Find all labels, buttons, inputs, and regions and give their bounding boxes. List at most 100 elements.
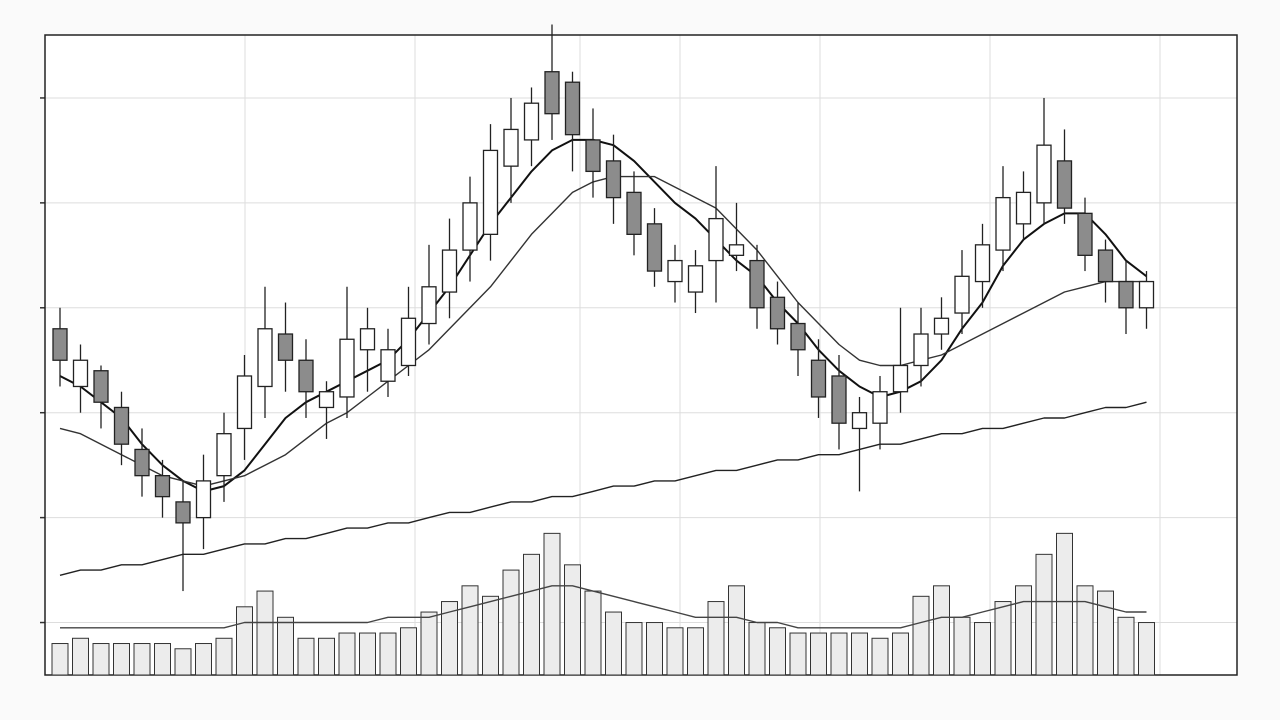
volume-bar <box>789 632 807 676</box>
volume-bar <box>994 601 1012 676</box>
candle-body <box>810 359 827 398</box>
volume-bar <box>113 643 130 676</box>
candle <box>790 302 806 376</box>
candle-body <box>113 406 130 445</box>
candle-body <box>728 244 745 256</box>
volume-bar <box>1076 585 1094 676</box>
candle-body <box>93 370 109 403</box>
candle <box>400 286 417 376</box>
candle <box>380 328 396 397</box>
candle <box>1097 239 1114 303</box>
volume-bar <box>195 643 212 676</box>
candle <box>831 355 847 450</box>
candle <box>195 454 212 550</box>
candle-body <box>954 275 970 314</box>
candle <box>933 297 950 350</box>
candle <box>359 307 376 392</box>
candle <box>93 365 109 429</box>
candle <box>585 108 601 198</box>
volume-bar <box>51 643 69 676</box>
moving-average-line <box>59 401 1147 576</box>
candle-body <box>195 480 212 519</box>
volume-bar <box>277 616 294 676</box>
volume-bar <box>482 595 499 676</box>
volume-bar <box>461 585 479 676</box>
candle <box>626 171 642 256</box>
candle <box>851 396 868 492</box>
candle <box>544 24 560 140</box>
candle <box>749 244 765 329</box>
volume-bar <box>810 632 827 676</box>
candle-body <box>236 375 253 430</box>
candle <box>1056 129 1073 224</box>
candle <box>1138 271 1155 329</box>
candle-body <box>380 349 396 382</box>
volume-bar <box>933 585 950 676</box>
candle-body <box>523 102 540 141</box>
volume-bar <box>256 590 274 676</box>
candle-body <box>339 338 355 398</box>
candle <box>503 97 519 203</box>
volume-bar <box>72 637 89 676</box>
volume-bar <box>912 595 930 676</box>
volume-bar <box>420 611 438 676</box>
candle-body <box>564 81 581 136</box>
candle <box>1118 260 1134 335</box>
candle-body <box>851 412 868 430</box>
candle <box>298 339 314 418</box>
volume-bars <box>51 532 1155 676</box>
volume-bar <box>769 627 786 676</box>
candle-body <box>175 501 191 524</box>
candle <box>318 381 335 439</box>
candle <box>421 244 437 345</box>
candle <box>339 286 355 418</box>
candle-body <box>462 202 478 251</box>
candle <box>646 208 663 287</box>
candle <box>441 218 458 319</box>
candle <box>810 339 827 418</box>
candle-body <box>769 296 786 330</box>
candle-body <box>646 223 663 272</box>
candle-body <box>933 317 950 335</box>
candle <box>277 302 294 392</box>
candle-body <box>400 317 417 367</box>
volume-bar <box>687 627 704 676</box>
candle <box>728 202 745 272</box>
candle-body <box>318 391 335 409</box>
candle-body <box>790 322 806 351</box>
volume-bar <box>133 643 151 676</box>
candle <box>667 244 683 303</box>
moving-average-line <box>59 175 1147 487</box>
candle-body <box>52 328 68 361</box>
candle-body <box>277 333 294 361</box>
candle <box>605 134 622 224</box>
moving-average-line <box>60 585 1147 629</box>
candle <box>913 307 929 387</box>
volume-bar <box>830 632 848 676</box>
volume-bar <box>892 632 909 676</box>
candle-body <box>359 328 376 351</box>
volume-bar <box>92 643 110 676</box>
candle <box>154 459 171 518</box>
volume-bar <box>174 648 192 676</box>
candle <box>1036 97 1052 224</box>
volume-bar <box>748 622 766 676</box>
candle-body <box>1056 160 1073 209</box>
candle-body <box>1097 249 1114 283</box>
candles <box>52 24 1155 592</box>
candle-body <box>257 328 273 388</box>
volume-bar <box>728 585 745 676</box>
volume-bar <box>625 622 643 676</box>
candle-body <box>667 259 683 283</box>
volume-bar <box>338 632 356 676</box>
volume-bar <box>1117 616 1135 676</box>
candle <box>482 124 499 261</box>
candle-body <box>892 364 909 393</box>
volume-bar <box>646 622 663 676</box>
candle-body <box>749 259 765 309</box>
candle <box>175 480 191 592</box>
moving-average-line <box>59 138 1148 493</box>
candle <box>462 176 478 282</box>
candle-body <box>687 265 704 293</box>
